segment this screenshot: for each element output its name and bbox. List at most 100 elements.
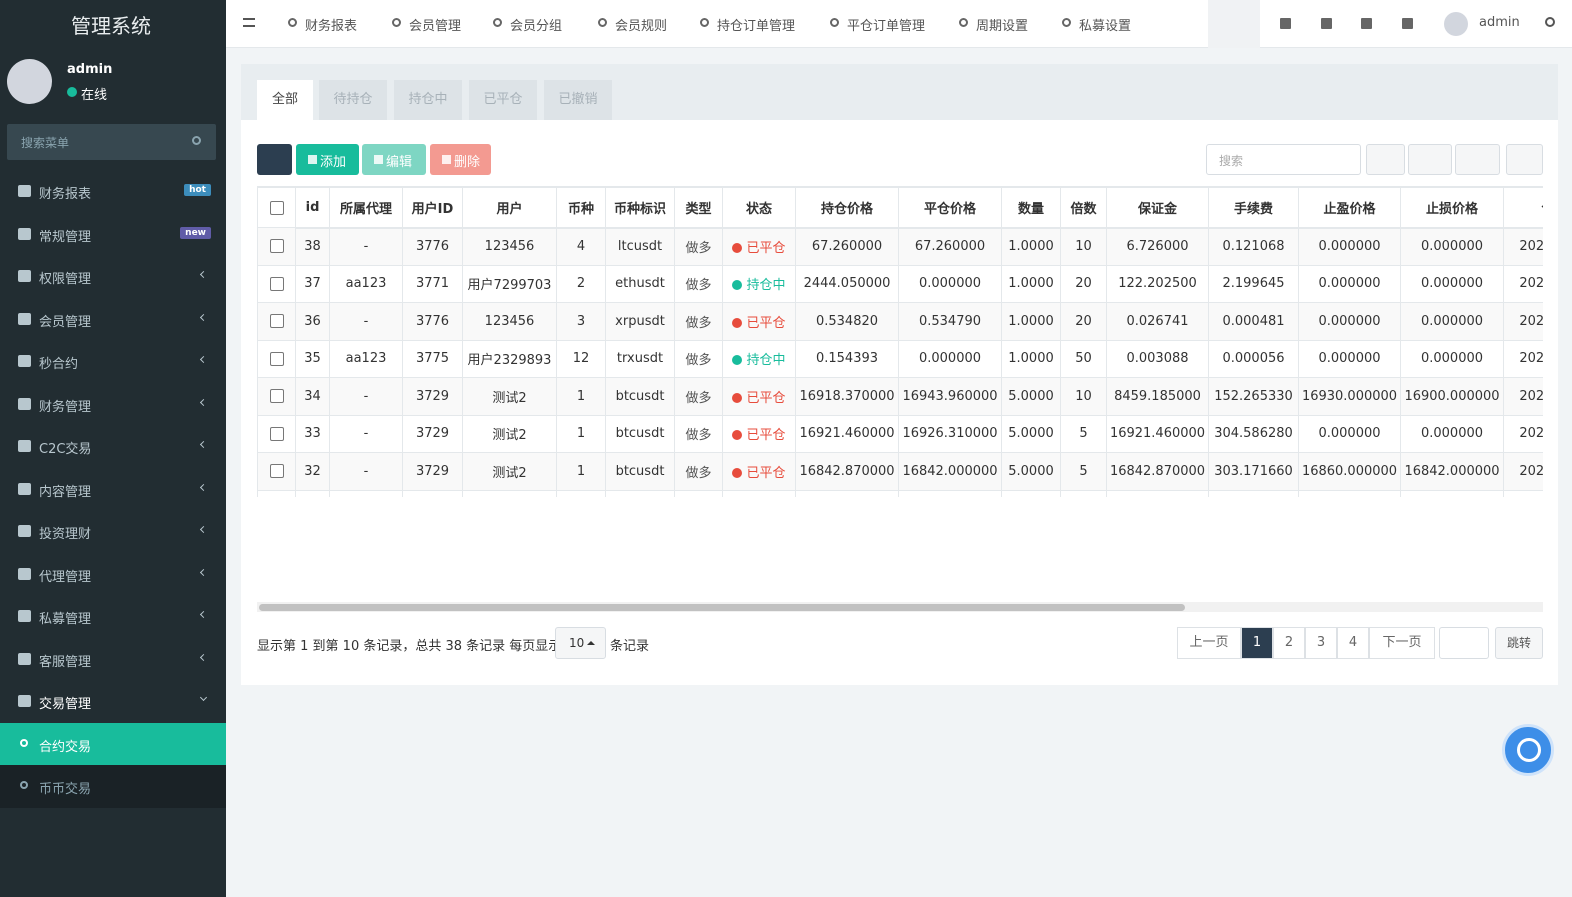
table-cell: 0.000000 [1298, 489, 1401, 497]
menu-item[interactable]: 常规管理 new [0, 213, 226, 256]
header-cell: 持仓价格 [795, 187, 899, 229]
row-checkbox[interactable] [269, 464, 284, 479]
table-cell: 1.0000 [1001, 302, 1061, 341]
page-size[interactable]: 10 [555, 627, 606, 659]
page-number[interactable]: 4 [1337, 627, 1369, 659]
chat-button[interactable] [1502, 724, 1554, 776]
row-checkbox[interactable] [269, 351, 284, 366]
tab[interactable]: 已平仓 [469, 80, 537, 120]
jump-input[interactable] [1439, 627, 1489, 659]
menu-icon [18, 610, 31, 622]
jump-button[interactable]: 跳转 [1495, 627, 1543, 659]
page-size-caret [587, 641, 595, 645]
table-row: 36-3776 123456 3 xrpusdt 做多 已平仓 0.534820 0.5347… [257, 302, 1543, 341]
tab[interactable]: 持仓中 [394, 80, 462, 120]
table-cell: - [329, 452, 403, 491]
nav-label: 平仓订单管理 [847, 19, 926, 34]
nav-tool-icon[interactable] [1321, 18, 1332, 29]
menu-arrow [199, 313, 208, 321]
row-checkbox[interactable] [269, 389, 284, 404]
nav-tool-icon[interactable] [1361, 18, 1372, 29]
toolbar-button[interactable] [1366, 144, 1405, 175]
menu-item[interactable]: 合约交易 [0, 722, 226, 765]
table-cell: 用户2329893 [462, 339, 557, 378]
menu-badge: new [180, 226, 211, 239]
menu-badge: hot [184, 184, 211, 196]
delete-button[interactable]: 删除 [430, 144, 491, 175]
status-cell: 持仓中 [722, 339, 796, 378]
page-number[interactable]: 2 [1273, 627, 1305, 659]
menu-item[interactable]: 内容管理 [0, 468, 226, 511]
table-cell: - [329, 227, 403, 266]
row-checkbox[interactable] [269, 426, 284, 441]
search-input[interactable]: 搜索 [1206, 144, 1361, 175]
type-cell: 做多 [674, 302, 723, 341]
table-cell: btcusdt [605, 414, 675, 453]
nav-settings[interactable] [1545, 17, 1555, 27]
page-number[interactable]: 3 [1305, 627, 1337, 659]
menu-item[interactable]: 秒合约 [0, 340, 226, 383]
table-cell: 31 [295, 489, 330, 497]
menu-icon [18, 567, 31, 580]
menu-item[interactable]: 私募管理 [0, 595, 226, 638]
type-cell: 做多 [674, 414, 723, 453]
toolbar-button[interactable] [1455, 144, 1500, 175]
nav-icon [598, 18, 607, 27]
row-checkbox[interactable] [269, 239, 284, 254]
prev-page[interactable]: 上一页 [1177, 627, 1241, 659]
status-cell: 已平仓 [722, 489, 796, 497]
status-cell: 持仓中 [722, 264, 796, 303]
header-row: id 所属代理 用户ID 用户 币种 币种标识 类型 状态 持仓价格 平仓价格 数量 倍数 保证金 手续费… [257, 187, 1543, 229]
menu-item[interactable]: 会员管理 [0, 298, 226, 341]
table-cell: 67.260000 [795, 227, 899, 266]
table-cell: btcusdt [605, 452, 675, 491]
nav-dropdown[interactable] [1208, 0, 1260, 48]
menu-item[interactable]: 财务管理 [0, 383, 226, 426]
row-checkbox[interactable] [269, 314, 284, 329]
table-cell: 5.0000 [1001, 377, 1061, 416]
menu-label: C2C交易 [39, 442, 92, 457]
table-cell: 1 [556, 377, 606, 416]
nav-tool-icon[interactable] [1402, 18, 1413, 29]
menu-item[interactable]: 客服管理 [0, 638, 226, 681]
menu-icon [18, 440, 31, 452]
table-cell: 5.0000 [1001, 489, 1061, 497]
table-cell: 0.000000 [1298, 414, 1401, 453]
menu-item[interactable]: 交易管理 [0, 680, 226, 723]
nav-user[interactable]: admin [1479, 15, 1520, 30]
menu-item[interactable]: C2C交易 [0, 425, 226, 468]
menu-item[interactable]: 权限管理 [0, 255, 226, 298]
menu-toggle[interactable] [243, 18, 255, 27]
toolbar-button[interactable] [1408, 144, 1452, 175]
table-cell: 5 [1060, 489, 1107, 497]
edit-button[interactable]: 编辑 [362, 144, 426, 175]
next-page[interactable]: 下一页 [1369, 627, 1435, 659]
tab[interactable]: 已撤销 [544, 80, 612, 120]
tab[interactable]: 全部 [257, 80, 313, 120]
type-cell: 做空 [674, 489, 723, 497]
table-cell: 123456 [462, 302, 557, 341]
menu-item[interactable]: 币币交易 [0, 765, 226, 808]
table-cell: 10 [1060, 377, 1107, 416]
table-cell: 6.726000 [1106, 227, 1209, 266]
refresh-button[interactable] [257, 144, 292, 175]
menu-item[interactable]: 财务报表 hot [0, 170, 226, 213]
nav-tool-icon[interactable] [1280, 18, 1291, 29]
nav-label: 会员规则 [615, 19, 668, 34]
nav-icon [493, 18, 502, 27]
search-menu[interactable]: 搜索菜单 [7, 124, 216, 160]
menu-item[interactable]: 投资理财 [0, 510, 226, 553]
table-cell: 3 [556, 302, 606, 341]
table-cell: aa123 [329, 339, 403, 378]
row-checkbox[interactable] [269, 276, 284, 291]
table-cell: 5.0000 [1001, 414, 1061, 453]
add-button[interactable]: 添加 [296, 144, 359, 175]
menu-item[interactable]: 代理管理 [0, 553, 226, 596]
toolbar-button[interactable] [1506, 144, 1543, 175]
status-cell: 已平仓 [722, 414, 796, 453]
scrollbar-thumb[interactable] [259, 604, 1185, 611]
tab[interactable]: 待持仓 [319, 80, 387, 120]
page-number[interactable]: 1 [1241, 627, 1273, 659]
table-cell: 16943.960000 [898, 377, 1002, 416]
select-all[interactable] [269, 200, 284, 215]
